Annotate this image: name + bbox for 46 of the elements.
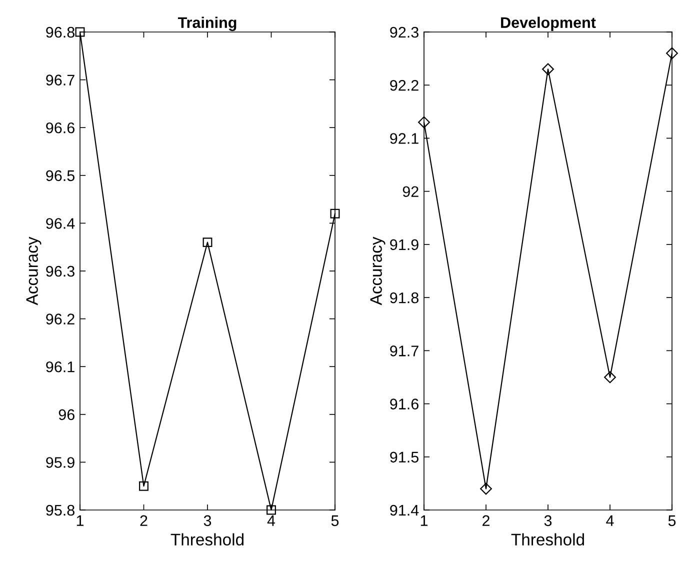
y-tick-label: 96.5 (46, 170, 74, 182)
point (202, 238, 212, 248)
x-tick-label: 2 (140, 515, 148, 526)
y-axis-title: Accuracy (370, 236, 386, 306)
y-tick-label: 91.4 (390, 504, 419, 516)
y-tick-label: 96 (58, 409, 74, 420)
x-tick-label: 3 (204, 515, 212, 526)
point (266, 505, 276, 515)
point (542, 63, 554, 76)
y-tick-label: 96.8 (46, 26, 74, 38)
x-tick-label: 4 (267, 515, 276, 526)
y-tick-label: 95.8 (46, 504, 74, 516)
x-tick-label: 4 (606, 515, 614, 526)
y-tick-label: 92.2 (390, 80, 418, 91)
x-tick-label: 5 (668, 515, 676, 526)
y-tick-label: 92.1 (390, 133, 418, 144)
x-tick-label: 3 (544, 515, 552, 526)
y-tick-label: 91.6 (390, 398, 418, 410)
y-axis-title: Accuracy (26, 236, 42, 306)
x-tick-label: 1 (420, 515, 428, 526)
y-tick-label: 96.6 (46, 122, 74, 134)
point (330, 208, 340, 218)
chart-title: Training (178, 16, 236, 32)
x-axis-title: Threshold (511, 533, 584, 546)
y-tick-label: 91.8 (390, 292, 418, 304)
y-tick-label: 96.7 (46, 74, 74, 86)
y-tick-label: 92.3 (390, 26, 418, 38)
chart-title: Development (501, 16, 596, 32)
y-tick-label: 96.4 (46, 218, 75, 229)
x-tick-label: 2 (482, 515, 490, 526)
y-tick-label: 95.9 (46, 457, 74, 468)
y-tick-label: 91.5 (390, 452, 418, 463)
point (604, 371, 616, 384)
x-axis-title: Threshold (170, 533, 244, 546)
point (480, 482, 492, 495)
y-tick-label: 91.7 (390, 346, 418, 356)
y-tick-label: 96.2 (46, 314, 74, 324)
y-tick-label: 91.9 (390, 239, 418, 250)
point (139, 481, 148, 491)
point (666, 47, 678, 60)
x-tick-label: 5 (331, 515, 339, 526)
point (418, 116, 430, 128)
y-tick-label: 96.1 (46, 361, 74, 372)
y-tick-label: 92 (402, 186, 418, 198)
y-tick-label: 96.3 (46, 266, 74, 277)
x-tick-label: 1 (76, 515, 84, 526)
